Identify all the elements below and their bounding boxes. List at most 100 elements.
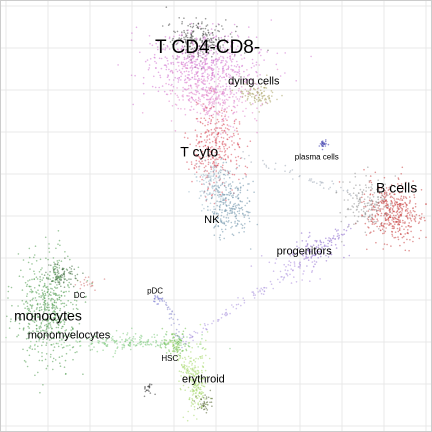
point-monocytes bbox=[44, 236, 47, 239]
point-monocytes bbox=[84, 296, 87, 298]
point-t-cd4-cd8 bbox=[260, 48, 262, 51]
point-nk bbox=[225, 201, 227, 203]
point-t-cd4-cd8 bbox=[243, 57, 246, 59]
point-nk bbox=[248, 217, 250, 220]
point-t-cd4-cd8 bbox=[197, 99, 200, 102]
point-t-cd4-cd8 bbox=[154, 86, 157, 89]
point-monocytes bbox=[46, 365, 49, 367]
point-b-cells bbox=[397, 216, 400, 219]
point-monocytes bbox=[52, 266, 55, 269]
cluster-label-erythroid: erythroid bbox=[182, 374, 225, 386]
point-nk bbox=[230, 212, 232, 214]
point-t-cd4-cd8 bbox=[228, 85, 231, 88]
point-monocytes bbox=[51, 297, 53, 300]
point-nk bbox=[221, 195, 223, 198]
point-trajectory bbox=[185, 340, 187, 343]
point-progenitors bbox=[292, 269, 294, 272]
point-t-cd4-cd8 bbox=[204, 105, 207, 107]
point-dying-cells bbox=[250, 86, 252, 89]
point-t-cd4-cd8 bbox=[186, 45, 189, 48]
point-b-cells bbox=[399, 219, 401, 222]
point-dc bbox=[84, 276, 87, 279]
point-t-cd4-cd8 bbox=[159, 74, 161, 77]
point-t-cd4-cd8 bbox=[171, 43, 174, 46]
point-monocytes bbox=[32, 330, 34, 332]
point-b-cells bbox=[348, 208, 350, 211]
point-progenitors bbox=[320, 243, 322, 246]
point-t-cd4-cd8 bbox=[222, 56, 224, 58]
point-hsc bbox=[171, 339, 173, 342]
point-t-cyto bbox=[183, 136, 186, 139]
point-b-cells bbox=[377, 214, 380, 216]
point-t-cd4-cd8 bbox=[197, 22, 200, 25]
point-b-cells bbox=[421, 213, 423, 215]
point-monocytes bbox=[43, 324, 46, 327]
point-t-cd4-cd8 bbox=[197, 90, 199, 93]
point-b-cells bbox=[410, 220, 413, 222]
point-t-cd4-cd8 bbox=[202, 72, 204, 74]
point-erythroid bbox=[201, 384, 203, 387]
point-monocytes bbox=[40, 326, 42, 329]
point-monomyelocytes bbox=[91, 342, 94, 345]
point-t-cd4-cd8 bbox=[211, 32, 214, 34]
point-monomyelocytes bbox=[186, 336, 188, 338]
point-b-cells bbox=[388, 186, 390, 189]
point-t-cd4-cd8 bbox=[266, 51, 269, 53]
point-monocytes bbox=[40, 268, 42, 271]
point-nk bbox=[213, 225, 216, 228]
point-monocytes bbox=[43, 336, 45, 339]
point-t-cd4-cd8 bbox=[181, 45, 183, 47]
point-erythroid bbox=[147, 385, 150, 388]
point-b-cells bbox=[391, 230, 393, 233]
point-t-cd4-cd8 bbox=[202, 65, 205, 68]
point-trajectory bbox=[322, 187, 325, 189]
point-monocytes bbox=[40, 295, 42, 297]
point-b-cells bbox=[397, 215, 400, 217]
point-monocytes bbox=[35, 308, 38, 310]
point-t-cyto bbox=[223, 148, 226, 150]
point-t-cd4-cd8 bbox=[178, 61, 180, 64]
point-monomyelocytes bbox=[91, 340, 93, 343]
point-monocytes bbox=[74, 299, 76, 302]
point-t-cd4-cd8 bbox=[204, 80, 206, 82]
point-t-cd4-cd8 bbox=[217, 37, 220, 39]
point-t-cd4-cd8 bbox=[256, 107, 258, 109]
point-trajectory bbox=[225, 314, 227, 317]
point-trajectory bbox=[256, 287, 259, 290]
point-t-cd4-cd8 bbox=[208, 50, 211, 52]
cluster-label-plasma-cells: plasma cells bbox=[295, 152, 339, 161]
point-t-cyto bbox=[215, 137, 218, 139]
point-monocytes bbox=[26, 283, 29, 286]
point-t-cd4-cd8 bbox=[212, 36, 215, 39]
point-progenitors bbox=[272, 270, 275, 273]
point-t-cd4-cd8 bbox=[264, 82, 267, 85]
point-b-cells bbox=[385, 213, 388, 216]
point-t-cd4-cd8 bbox=[168, 48, 171, 50]
point-b-cells bbox=[400, 233, 402, 236]
point-monocytes bbox=[45, 323, 48, 326]
point-dying-cells bbox=[276, 98, 278, 101]
point-hsc bbox=[174, 346, 176, 349]
point-t-cd4-cd8 bbox=[207, 112, 209, 114]
point-t-cd4-cd8 bbox=[230, 82, 233, 84]
point-t-cd4-cd8 bbox=[223, 64, 226, 67]
point-monocytes bbox=[58, 294, 60, 296]
point-nk bbox=[206, 176, 209, 179]
point-b-cells bbox=[409, 217, 411, 219]
point-b-cells bbox=[423, 216, 426, 219]
point-monocytes bbox=[57, 323, 59, 326]
point-monocytes bbox=[33, 287, 36, 289]
point-t-cyto bbox=[236, 130, 238, 132]
point-b-cells bbox=[358, 211, 360, 213]
point-t-cd4-cd8 bbox=[161, 25, 164, 27]
point-b-cells bbox=[378, 228, 380, 230]
point-t-cd4-cd8 bbox=[178, 37, 180, 39]
point-trajectory bbox=[285, 272, 288, 275]
point-trajectory bbox=[320, 241, 323, 244]
point-t-cd4-cd8 bbox=[161, 85, 164, 87]
point-nk bbox=[229, 190, 232, 193]
point-t-cyto bbox=[210, 168, 213, 170]
point-b-cells bbox=[364, 184, 367, 186]
point-monocytes bbox=[64, 330, 66, 332]
point-monocytes bbox=[39, 391, 41, 394]
